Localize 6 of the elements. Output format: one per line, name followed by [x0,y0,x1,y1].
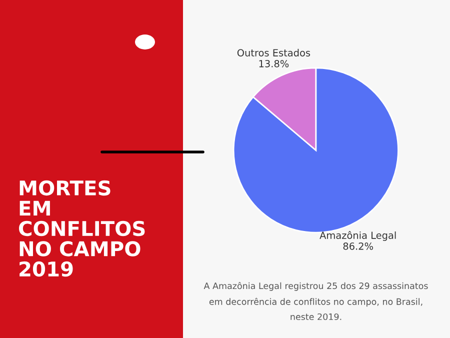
data-label: 13.8% [259,60,289,68]
text: A Amazônia Legal registrou 25 dos 29 assassinatos em decorrência de conflitos no campo, no Brasil, neste 2019. [204,282,428,320]
slice-label: Outros Estados [237,48,310,56]
text: MORTES EM CONFLITOS NO CAMPO 2019 [19,180,145,277]
slice-label: Amazônia Legal [320,231,396,241]
data-label: 86.2% [343,242,374,250]
